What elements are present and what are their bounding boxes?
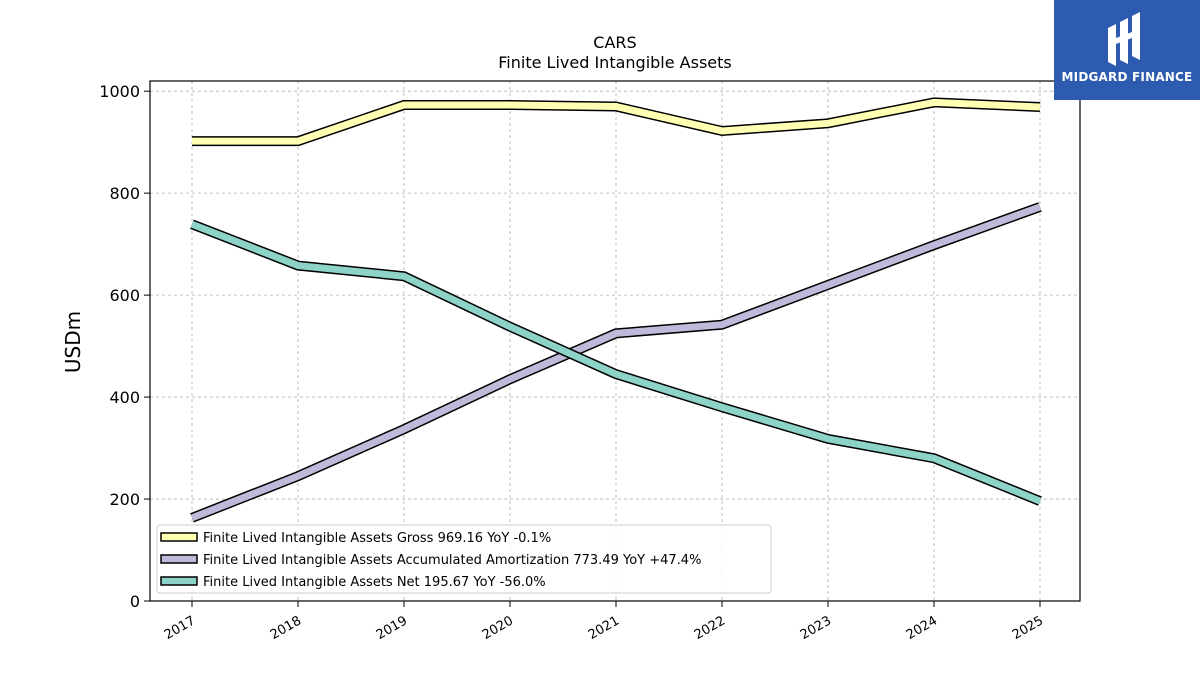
legend-label: Finite Lived Intangible Assets Gross 969… — [203, 531, 551, 546]
y-tick-label: 0 — [130, 592, 140, 611]
x-tick-label: 2018 — [268, 613, 304, 643]
legend: Finite Lived Intangible Assets Gross 969… — [156, 524, 772, 594]
grid — [150, 81, 1080, 601]
y-tick-label: 200 — [109, 490, 140, 509]
y-tick-label: 800 — [109, 184, 140, 203]
legend-swatch — [160, 532, 198, 542]
y-tick-label: 600 — [109, 286, 140, 305]
series-lines — [190, 97, 1042, 523]
chart-subtitle: Finite Lived Intangible Assets — [498, 53, 731, 72]
legend-label: Finite Lived Intangible Assets Net 195.6… — [203, 575, 546, 590]
series-line — [190, 220, 1042, 505]
x-tick-label: 2019 — [374, 613, 410, 643]
x-tick-label: 2020 — [480, 613, 516, 643]
series-3 — [190, 219, 1042, 506]
legend-swatch — [160, 554, 198, 564]
x-tick-label: 2017 — [162, 613, 198, 643]
y-tick-label: 400 — [109, 388, 140, 407]
x-tick-label: 2023 — [798, 613, 834, 643]
chart-title: CARS — [593, 33, 636, 52]
x-tick-label: 2025 — [1010, 613, 1046, 643]
series-line — [190, 203, 1042, 522]
series-1 — [192, 97, 1041, 147]
plot-frame — [149, 80, 1081, 602]
series-line — [192, 98, 1041, 145]
y-tick-label: 1000 — [99, 82, 140, 101]
y-axis-label: USDm — [61, 311, 85, 373]
logo-text: MIDGARD FINANCE — [1061, 70, 1193, 84]
legend-swatch — [160, 576, 198, 586]
legend-box — [156, 524, 772, 594]
midgard-finance-logo: MIDGARD FINANCE — [1054, 0, 1200, 100]
x-tick-label: 2021 — [586, 613, 622, 643]
series-2 — [190, 202, 1042, 523]
x-tick-label: 2022 — [692, 613, 728, 643]
x-tick-label: 2024 — [904, 613, 940, 643]
legend-label: Finite Lived Intangible Assets Accumulat… — [203, 553, 701, 568]
logo-mark-icon — [1108, 12, 1140, 66]
